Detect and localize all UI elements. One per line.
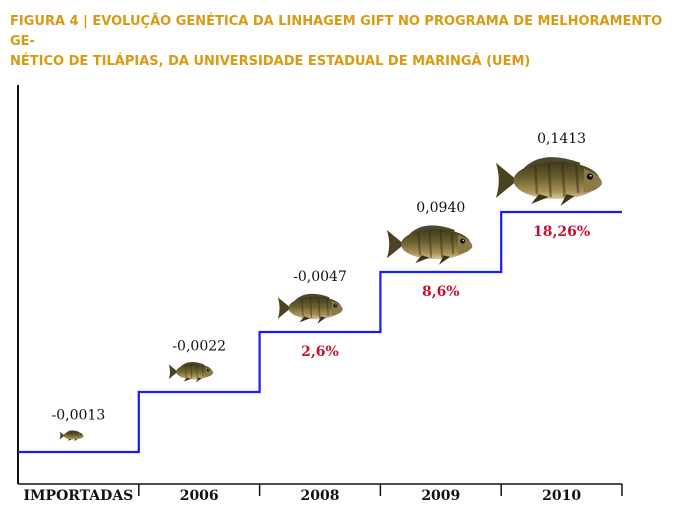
x-tick-label: 2008 (301, 488, 340, 504)
figure-title-line-1: FIGURA 4 | EVOLUÇÃO GENÉTICA DA LINHAGEM… (10, 14, 663, 49)
tilapia-fish-icon (385, 224, 474, 266)
tilapia-fish-icon (168, 361, 214, 383)
breeding-value-label: 0,0940 (416, 200, 465, 216)
tilapia-fish-icon (59, 430, 84, 442)
gain-percent-label: 2,6% (301, 344, 339, 360)
x-tick-label: 2009 (421, 488, 460, 504)
x-axis-categories: IMPORTADAS 2006 2008 2009 2010 (24, 484, 623, 504)
fish-illustrations (59, 155, 604, 442)
x-tick-label: 2006 (180, 488, 219, 504)
gain-percent-label: 18,26% (533, 224, 590, 240)
chart-axes (17, 85, 622, 485)
tilapia-fish-icon (277, 292, 344, 325)
x-tick-label: 2010 (542, 488, 581, 504)
breeding-value-label: -0,0022 (172, 338, 226, 354)
step-line (18, 210, 622, 454)
breeding-value-label: -0,0047 (293, 269, 347, 285)
figure-title: FIGURA 4 | EVOLUÇÃO GENÉTICA DA LINHAGEM… (10, 12, 680, 72)
tilapia-fish-icon (494, 155, 604, 208)
x-tick-label: IMPORTADAS (24, 488, 134, 504)
breeding-value-label: 0,1413 (537, 131, 586, 147)
breeding-value-label: -0,0013 (52, 407, 106, 423)
figure-title-line-2: NÉTICO DE TILÁPIAS, DA UNIVERSIDADE ESTA… (10, 54, 531, 69)
value-labels: -0,0013 -0,0022 -0,0047 2,6% 0,0940 8,6% 0,141… (52, 131, 591, 423)
step-series (18, 210, 622, 454)
gain-percent-label: 8,6% (422, 284, 460, 300)
